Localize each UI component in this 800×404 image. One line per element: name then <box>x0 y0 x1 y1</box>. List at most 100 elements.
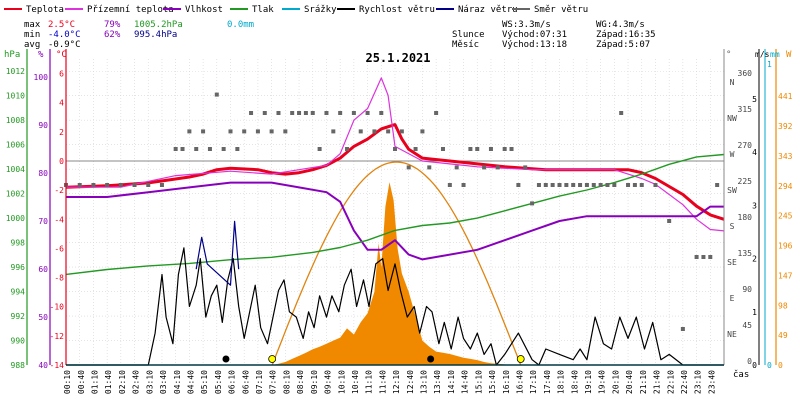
wind-direction-point <box>495 165 500 170</box>
temperature-tick-label: -4 <box>54 215 64 224</box>
pressure-tick-label: 1008 <box>6 116 25 125</box>
wind-direction-point <box>509 147 514 151</box>
pressure-tick-label: 996 <box>11 263 26 272</box>
wind-direction-point <box>619 111 624 115</box>
wind-direction-tick-label: E <box>730 294 735 303</box>
wind-direction-point <box>249 111 254 115</box>
wind-direction-point <box>228 129 233 134</box>
wind-direction-point <box>488 147 493 151</box>
markers-layer <box>222 355 525 363</box>
pressure-tick-label: 992 <box>11 312 26 321</box>
temperature-tick-label: -6 <box>54 244 64 253</box>
wind-direction-point <box>303 111 308 115</box>
x-tick-label: 16:40 <box>515 370 524 394</box>
wind-direction-point <box>578 183 583 187</box>
wind-speed-tick-label: 3 <box>752 201 757 210</box>
stats-moon-label: Měsíc <box>452 40 479 50</box>
wind-direction-tick-label: S <box>730 222 735 231</box>
wind-direction-tick-label: 225 <box>738 177 753 186</box>
x-tick-label: 02:10 <box>118 370 127 394</box>
x-tick-label: 20:10 <box>611 370 620 394</box>
wind-direction-point <box>667 219 672 223</box>
x-tick-label: 07:40 <box>269 370 278 394</box>
humidity-tick-label: 70 <box>38 217 48 226</box>
wind-direction-point <box>173 147 178 151</box>
solar-tick-label: 147 <box>778 271 793 280</box>
deg-unit-label: ° <box>726 50 731 60</box>
rain-tick-label: 0 <box>767 361 772 370</box>
wind-direction-point <box>310 111 315 115</box>
series-line-Teplota <box>65 123 725 221</box>
x-tick-label: 12:40 <box>406 370 415 394</box>
wind-direction-point <box>420 129 425 134</box>
wind-direction-point <box>214 92 219 97</box>
wind-direction-point <box>447 183 452 187</box>
wind-direction-point <box>454 165 459 170</box>
stats-block: max 2.5°C 79% 1005.2hPa 0.0mm min -4.0°C… <box>24 20 656 50</box>
wind-direction-point <box>235 147 240 151</box>
wind-direction-point <box>221 147 226 151</box>
wind-direction-point <box>255 129 260 134</box>
wind-direction-point <box>598 183 603 187</box>
x-tick-label: 17:10 <box>529 370 538 394</box>
wind-direction-point <box>358 129 363 134</box>
temperature-tick-label: -14 <box>50 361 65 370</box>
wind-direction-tick-label: 135 <box>738 249 753 258</box>
x-tick-label: 11:10 <box>365 370 374 394</box>
wind-direction-tick-label: SW <box>727 186 737 195</box>
wind-direction-point <box>187 129 192 134</box>
wind-direction-point <box>536 183 541 187</box>
wind-direction-point <box>297 111 302 115</box>
pressure-tick-label: 998 <box>11 239 26 248</box>
x-tick-label: 10:10 <box>337 370 346 394</box>
stats-sun-label: Slunce <box>452 30 485 40</box>
x-tick-label: 08:10 <box>282 370 291 394</box>
wind-direction-point <box>523 165 528 170</box>
sunrise-marker <box>268 355 277 363</box>
wind-direction-point <box>132 183 137 187</box>
degc-unit-label: °C <box>56 50 67 60</box>
wind-direction-point <box>653 183 658 187</box>
wind-direction-point <box>612 183 617 187</box>
wind-direction-point <box>406 165 411 170</box>
wind-direction-point <box>461 183 466 187</box>
series-line-Tlak <box>65 153 725 276</box>
wind-direction-point <box>413 147 418 151</box>
stats-avg-label: avg <box>24 40 40 50</box>
x-tick-label: 21:10 <box>639 370 648 394</box>
x-tick-label: 19:10 <box>584 370 593 394</box>
wind-direction-point <box>351 111 356 115</box>
legend-label: Tlak <box>252 5 274 15</box>
wind-direction-point <box>626 183 631 187</box>
stats-max-temp: 2.5°C <box>48 20 75 30</box>
wind-direction-point <box>427 165 432 170</box>
pressure-tick-label: 994 <box>11 288 26 297</box>
x-tick-label: 04:40 <box>186 370 195 394</box>
solar-tick-label: 392 <box>778 122 793 131</box>
solar-tick-label: 294 <box>778 182 793 191</box>
x-tick-label: 21:40 <box>653 370 662 394</box>
x-tick-label: 13:40 <box>433 370 442 394</box>
temperature-tick-label: -12 <box>50 332 65 341</box>
wind-direction-point <box>564 183 569 187</box>
wind-direction-point <box>584 183 589 187</box>
stats-avg-temp: -0.9°C <box>48 40 81 50</box>
solar-theoretical-curve <box>271 161 522 366</box>
wind-direction-tick-label: 0 <box>747 357 752 366</box>
wind-direction-point <box>605 183 610 187</box>
solar-tick-label: 98 <box>778 301 788 310</box>
wind-direction-point <box>482 165 487 170</box>
wind-direction-tick-label: 270 <box>738 141 753 150</box>
pct-unit-label: % <box>38 50 44 60</box>
wind-direction-point <box>338 111 343 115</box>
humidity-tick-label: 60 <box>38 265 48 274</box>
solar-tick-label: 49 <box>778 331 788 340</box>
stats-max-rain: 0.0mm <box>227 20 254 30</box>
solar-layer <box>271 161 522 366</box>
solar-tick-label: 0 <box>778 361 783 370</box>
wind-direction-point <box>180 147 185 151</box>
wind-direction-point <box>557 183 562 187</box>
x-tick-label: 04:10 <box>173 370 182 394</box>
